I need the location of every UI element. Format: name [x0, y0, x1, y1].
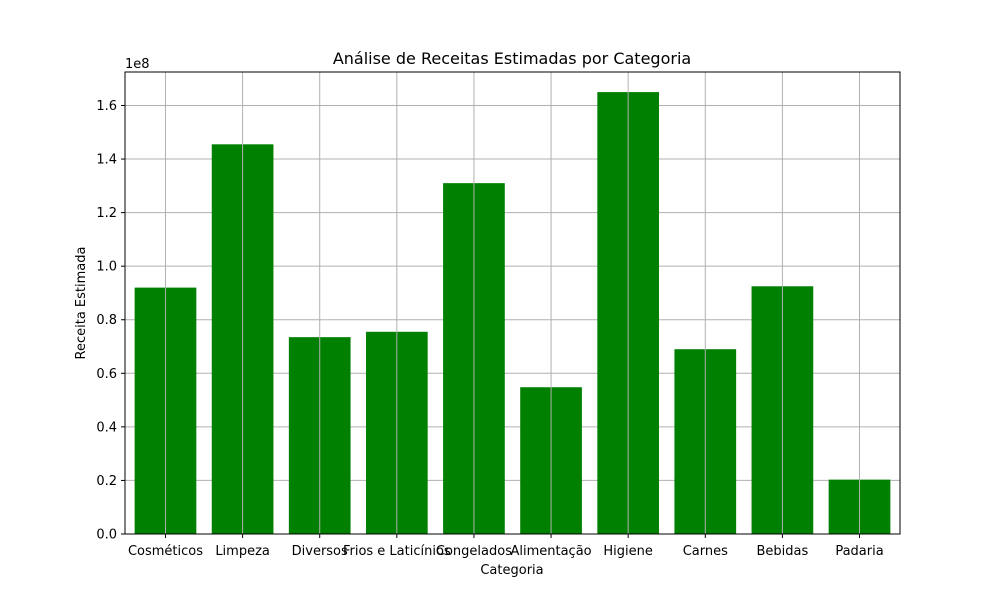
chart-title: Análise de Receitas Estimadas por Catego…	[333, 49, 691, 68]
x-tick-label: Alimentação	[510, 544, 591, 559]
y-tick-label: 1.6	[96, 99, 117, 114]
x-tick-label: Cosméticos	[128, 544, 203, 559]
x-axis-label: Categoria	[480, 563, 543, 578]
x-tick-label: Padaria	[835, 544, 883, 559]
y-axis-label: Receita Estimada	[74, 247, 89, 360]
y-tick-label: 1.0	[96, 260, 117, 275]
x-tick-label: Diversos	[292, 544, 348, 559]
x-tick-label: Frios e Laticínios	[343, 544, 451, 559]
y-tick-label: 0.0	[96, 528, 117, 543]
x-tick-label: Carnes	[683, 544, 728, 559]
y-tick-label: 0.6	[96, 367, 117, 382]
x-tick-label: Higiene	[603, 544, 653, 559]
x-tick-label: Limpeza	[215, 544, 270, 559]
y-tick-label: 1.2	[96, 206, 117, 221]
x-tick-label: Congelados	[436, 544, 512, 559]
y-scale-offset-label: 1e8	[125, 57, 150, 72]
y-tick-label: 0.8	[96, 313, 117, 328]
x-tick-label: Bebidas	[757, 544, 809, 559]
y-axis-ticks: 0.0 0.2 0.4 0.6 0.8 1.0 1.2 1.4 1.6	[96, 99, 125, 543]
plot-frame	[124, 71, 901, 535]
y-tick-label: 0.2	[96, 474, 117, 489]
y-tick-label: 1.4	[96, 153, 117, 168]
y-tick-label: 0.4	[96, 420, 117, 435]
x-grid-lines	[164, 72, 861, 534]
bars	[134, 92, 891, 534]
